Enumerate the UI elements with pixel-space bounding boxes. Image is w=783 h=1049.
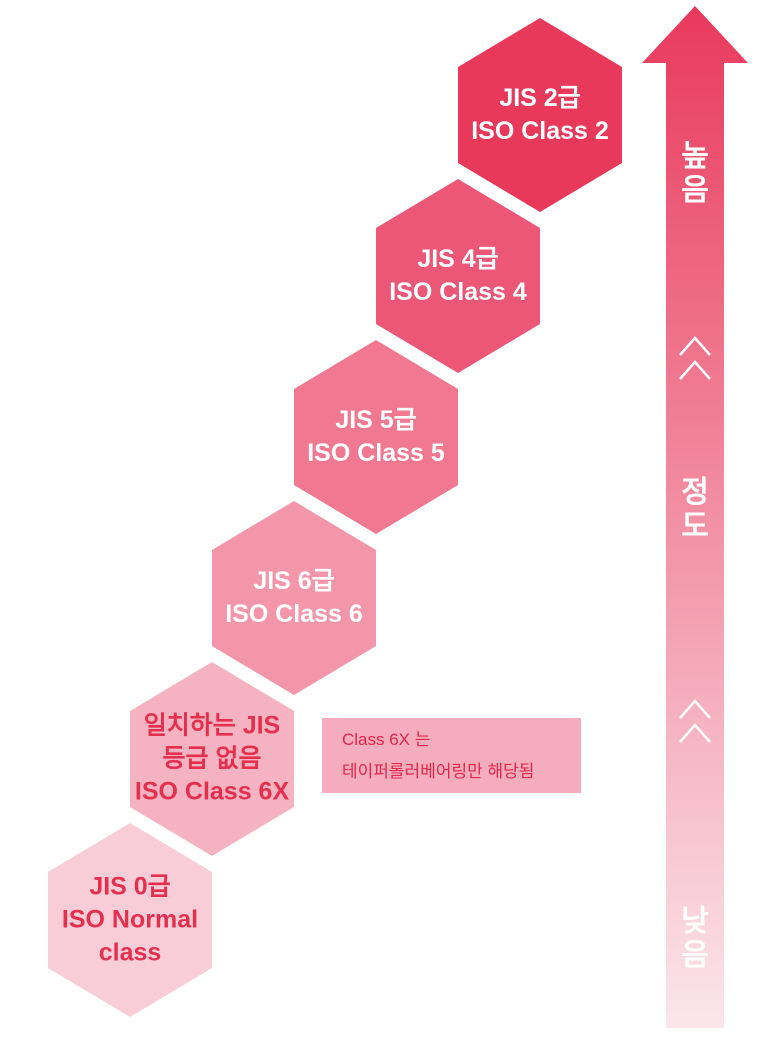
level-hexagon [130, 662, 294, 856]
level-label-line2: ISO Class 5 [307, 439, 445, 467]
arrow-label-high: 높음 [675, 140, 715, 208]
note-line-2: 테이퍼롤러베어링만 해당됨 [342, 762, 535, 781]
level-hexagon [458, 18, 622, 212]
level-label-line3: class [98, 938, 162, 967]
level-label: JIS 0급 ISO Normal class [48, 871, 212, 970]
level-hexagon [48, 823, 212, 1017]
level-label-line2: ISO Class 2 [471, 117, 609, 145]
level-label: JIS 6급 ISO Class 6 [212, 565, 376, 631]
level-label: 일치하는 JIS 등급 없음 ISO Class 6X [130, 710, 294, 809]
level-hexagon [212, 501, 376, 695]
level-label-line1: JIS 4급 [417, 245, 499, 273]
level-label: JIS 4급 ISO Class 4 [376, 243, 540, 309]
level-label-line1: JIS 5급 [335, 406, 417, 434]
class-6x-note: Class 6X 는 테이퍼롤러베어링만 해당됨 [322, 718, 581, 793]
level-label: JIS 2급 ISO Class 2 [458, 82, 622, 148]
arrow-label-text: 정도 [681, 476, 709, 543]
note-line-1: Class 6X 는 [342, 730, 431, 749]
level-label: JIS 5급 ISO Class 5 [294, 404, 458, 470]
level-label-line1: JIS 2급 [499, 84, 581, 112]
level-label-line2: ISO Class 4 [389, 278, 527, 306]
level-label-line3: ISO Class 6X [134, 777, 290, 806]
level-hexagon [294, 340, 458, 534]
arrow-label-text: 높음 [681, 140, 709, 207]
level-label-line2: ISO Class 6 [225, 600, 363, 628]
arrow-label-precision: 정도 [675, 476, 715, 544]
double-chevron-up-icon [679, 699, 711, 743]
level-label-line2: 등급 없음 [162, 744, 262, 773]
level-label-line1: JIS 0급 [89, 872, 171, 901]
level-label-line1: JIS 6급 [253, 567, 335, 595]
precision-arrow [642, 6, 748, 1028]
double-chevron-up-icon [679, 336, 711, 380]
level-label-line1: 일치하는 JIS [143, 711, 281, 740]
arrow-label-low: 낮음 [675, 905, 715, 973]
arrow-label-text: 낮음 [681, 905, 709, 972]
level-hexagon [376, 179, 540, 373]
level-label-line2: ISO Normal [61, 905, 199, 934]
